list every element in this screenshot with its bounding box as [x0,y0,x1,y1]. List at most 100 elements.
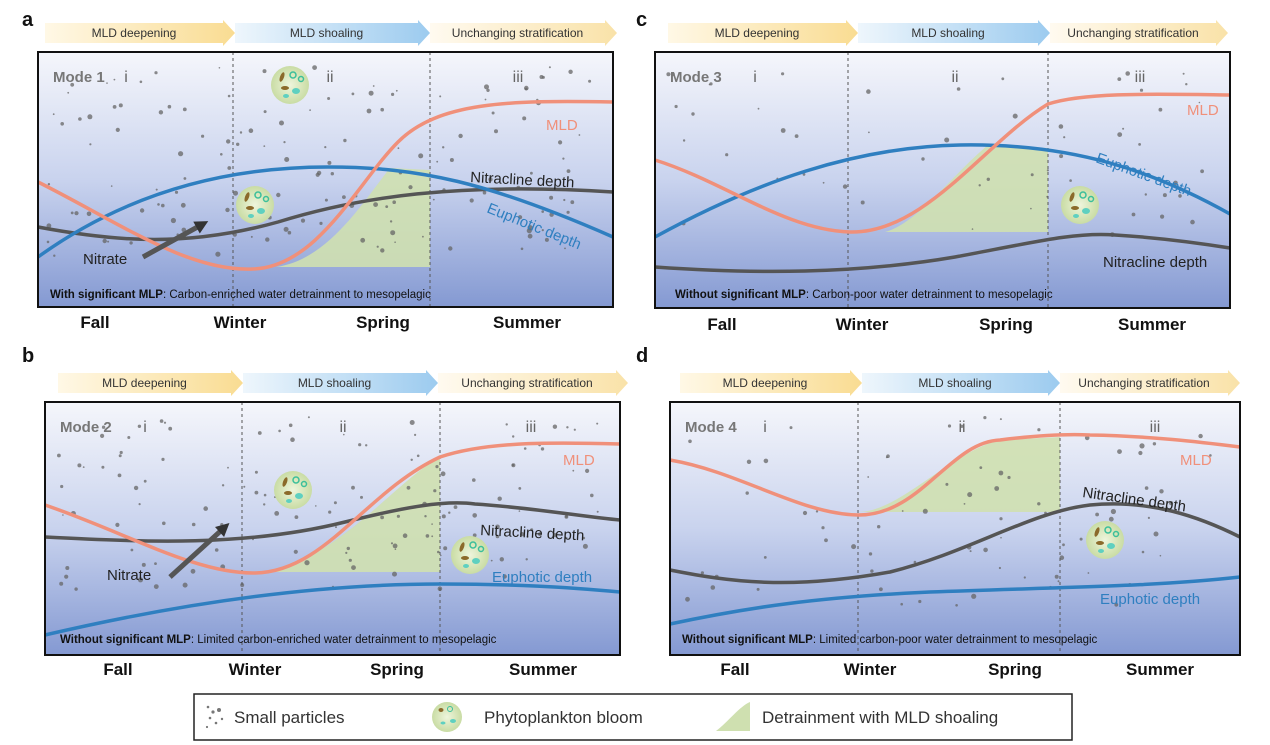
small-particle [159,419,164,423]
small-particle [158,110,164,115]
small-particle [410,458,413,461]
legend-box [193,693,1073,741]
nitrate-label: Nitrate [107,567,151,584]
small-particle [1122,127,1125,130]
small-particle [396,514,400,518]
small-particle [763,556,767,559]
small-particle [541,210,544,213]
small-particle [263,503,266,506]
small-particle [64,574,69,579]
nitracline-label: Nitracline depth [1103,254,1207,271]
euphotic-curve [669,575,1241,626]
small-particle [59,581,64,586]
small-particle [431,535,434,538]
small-particle [181,227,187,233]
small-particle [77,463,82,468]
small-particle [70,82,75,87]
small-particle [442,146,445,149]
small-particle [263,145,266,147]
small-particle [1162,193,1167,198]
small-particle [568,69,573,74]
small-particle [1000,536,1002,539]
small-particle [380,107,385,112]
panel-caption: With significant MLP: Carbon-enriched wa… [50,289,431,301]
small-particle [682,139,686,142]
small-particle [115,127,120,132]
small-particle [385,205,389,209]
small-particle [1095,512,1099,517]
small-particle [433,489,437,493]
small-particle [368,90,374,96]
small-particle [1001,77,1005,81]
phase-label: iii [513,69,524,86]
small-particle [688,439,692,444]
small-particle [563,198,566,202]
nitracline-curve [44,501,621,543]
panel-c: c MLD deepening MLD shoaling Unchanging str… [636,9,1231,334]
small-particle [343,433,345,436]
panel-caption: Without significant MLP: Carbon-poor wat… [675,289,1053,301]
small-particle [101,465,105,469]
small-particle [1160,214,1165,219]
nitrate-label: Nitrate [83,251,127,268]
phytoplankton-bloom-icon [1086,521,1124,559]
mld-curve [44,441,621,575]
small-particle [257,431,262,435]
mld-label: MLD [1180,452,1212,469]
small-particle [335,526,337,529]
phase-label: i [124,69,128,86]
phytoplankton-bloom-icon [432,702,462,732]
small-particle [1198,101,1201,104]
small-particle [505,423,508,426]
season-label: Winter [229,660,282,679]
small-particle [802,510,808,516]
phase-label: ii [339,419,346,436]
small-particle [82,466,85,468]
small-particle [955,604,958,607]
small-particle [1117,132,1123,137]
small-particle [276,192,281,198]
small-particle [319,221,323,225]
small-particle [418,153,424,159]
small-particle [233,190,238,196]
small-particle [1144,193,1147,196]
small-particle [994,486,1000,491]
phase-label: ii [951,69,958,86]
small-particle [315,172,320,177]
small-particle [307,416,310,419]
small-particle [488,177,493,182]
stage-arrow [668,20,858,46]
small-particle [274,511,280,516]
small-particle [214,548,219,552]
small-particle [155,188,158,191]
phytoplankton-bloom-icon [236,186,274,224]
phase-label: i [763,419,767,436]
small-particle [432,198,435,201]
small-particle [324,146,327,149]
small-particle [1198,433,1203,439]
panel-letter: d [636,345,648,367]
small-particle [290,437,295,442]
small-particle [279,120,284,126]
small-particle [725,153,729,157]
stage-label: MLD shoaling [911,26,984,40]
small-particle [218,67,221,69]
small-particle [436,160,439,163]
small-particle [732,424,736,427]
caption-text: : Carbon-poor water detrainment to mesop… [806,289,1053,301]
small-particle [523,447,527,450]
small-particle [227,466,229,469]
small-particle [544,237,549,242]
small-particle [564,515,569,519]
stage-label: MLD deepening [723,376,808,390]
ocean-background [670,402,1240,655]
small-particle [565,536,568,540]
small-particle [1037,502,1041,506]
mode-label: Mode 4 [685,419,737,436]
small-particle [328,510,332,514]
small-particle [248,128,254,133]
small-particle [596,510,599,513]
nitracline-curve [669,502,1241,585]
